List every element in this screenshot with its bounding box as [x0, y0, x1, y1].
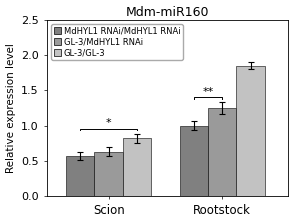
Bar — [208, 108, 236, 196]
Bar — [94, 152, 123, 196]
Bar — [123, 138, 151, 196]
Bar — [180, 126, 208, 196]
Text: **: ** — [202, 87, 214, 97]
Bar — [236, 66, 265, 196]
Bar — [66, 156, 94, 196]
Y-axis label: Relative expression level: Relative expression level — [6, 43, 16, 173]
Text: *: * — [106, 118, 111, 128]
Title: Mdm-miR160: Mdm-miR160 — [126, 6, 210, 19]
Legend: MdHYL1 RNAi/MdHYL1 RNAi, GL-3/MdHYL1 RNAi, GL-3/GL-3: MdHYL1 RNAi/MdHYL1 RNAi, GL-3/MdHYL1 RNA… — [51, 24, 183, 60]
